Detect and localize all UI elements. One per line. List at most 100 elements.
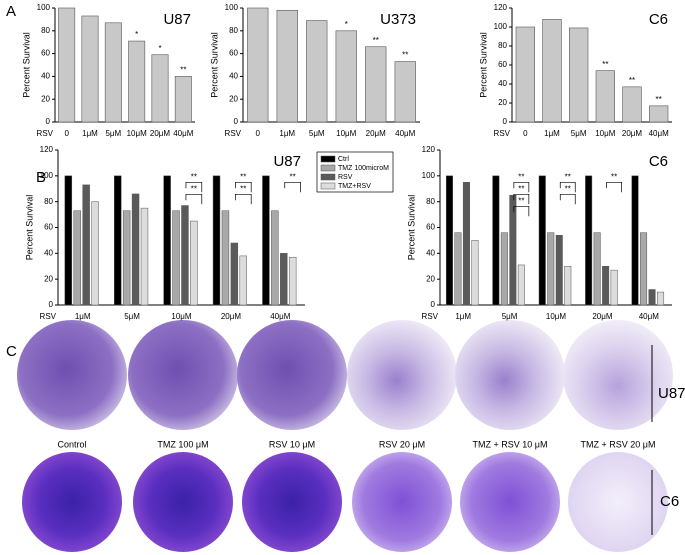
- x-tick-label: 40μM: [649, 129, 670, 138]
- y-tick-label: 40: [41, 72, 50, 81]
- significance: **: [565, 172, 571, 181]
- plate-image: [455, 320, 565, 430]
- plates: Control TMZ 100 μM RSV 10 μM RSV 20 μM T…: [17, 320, 685, 552]
- cell-line-label: U87: [658, 385, 685, 402]
- y-tick-label: 60: [229, 49, 238, 58]
- x-tick-label: 20μM: [150, 129, 171, 138]
- y-tick-label: 120: [494, 3, 508, 12]
- chart-title: U87: [273, 153, 301, 170]
- bar: [212, 175, 221, 306]
- significance: **: [565, 184, 571, 193]
- condition-label: TMZ + RSV 10 μM: [473, 439, 548, 449]
- significance: **: [191, 184, 197, 193]
- bar: [555, 235, 563, 306]
- plate-image: [22, 452, 122, 552]
- bar: [64, 175, 73, 306]
- significance: **: [290, 172, 296, 181]
- bracket: [606, 181, 622, 193]
- y-tick-label: 80: [229, 26, 238, 35]
- bar: [131, 193, 140, 306]
- x-tick-label: 5μM: [124, 312, 140, 321]
- bar: [306, 20, 328, 123]
- x-tick-label: 40μM: [173, 129, 194, 138]
- significance: **: [180, 66, 186, 75]
- legend-swatch: [320, 155, 336, 163]
- x-tick-label: 40μM: [639, 312, 660, 321]
- significance: **: [402, 51, 408, 60]
- bar: [122, 210, 131, 306]
- bar: [445, 175, 453, 306]
- y-tick-label: 60: [426, 223, 435, 232]
- bar: [190, 220, 198, 306]
- bar: [648, 289, 656, 306]
- x-tick-label: 5μM: [105, 129, 121, 138]
- bar: [82, 184, 90, 306]
- y-tick-label: 20: [229, 94, 238, 103]
- y-tick-label: 100: [37, 3, 51, 12]
- x-tick-label: 40μM: [270, 312, 291, 321]
- bar: [114, 175, 122, 306]
- significance: **: [611, 172, 617, 181]
- x-tick-label: 1μM: [82, 129, 98, 138]
- y-tick-label: 20: [44, 274, 53, 283]
- bracket: [513, 181, 530, 193]
- plate-image: [568, 452, 668, 552]
- y-axis-label: Percent Survival: [24, 195, 34, 261]
- chart-title: U87: [163, 11, 191, 28]
- y-tick-label: 0: [503, 117, 508, 126]
- y-tick-label: 100: [494, 22, 508, 31]
- y-tick-label: 20: [498, 98, 507, 107]
- bar: [181, 205, 189, 306]
- significance: **: [518, 172, 524, 181]
- bar: [221, 210, 230, 306]
- x-axis-label: RSV: [40, 312, 57, 321]
- y-tick-label: 60: [44, 223, 53, 232]
- significance: **: [240, 172, 246, 181]
- plate-image: [563, 320, 673, 430]
- significance: *: [135, 30, 138, 39]
- plate-image: [347, 320, 457, 430]
- bar: [230, 242, 239, 306]
- y-tick-label: 20: [41, 94, 50, 103]
- x-tick-label: 10μM: [546, 312, 567, 321]
- bar: [174, 76, 192, 123]
- x-tick-label: 1μM: [544, 129, 560, 138]
- x-tick-label: 20μM: [592, 312, 613, 321]
- legend-swatch: [320, 164, 336, 172]
- plate-image: [352, 452, 452, 552]
- bar: [81, 15, 99, 123]
- bar: [151, 54, 169, 123]
- significance: **: [602, 60, 608, 69]
- significance: *: [158, 44, 161, 53]
- legend-swatch: [320, 182, 336, 190]
- x-tick-label: 5μM: [309, 129, 325, 138]
- bar: [280, 253, 288, 306]
- bar: [276, 9, 298, 123]
- bar: [593, 232, 601, 306]
- y-tick-label: 100: [422, 171, 436, 180]
- bar: [239, 255, 247, 306]
- bar: [163, 175, 171, 306]
- x-tick-label: 10μM: [171, 312, 192, 321]
- bar: [58, 7, 76, 123]
- condition-label: Control: [57, 439, 86, 449]
- x-tick-label: 40μM: [395, 129, 416, 138]
- plate-image: [17, 320, 127, 430]
- bar: [462, 182, 470, 306]
- bar: [517, 264, 525, 306]
- y-tick-label: 80: [498, 41, 507, 50]
- y-tick-label: 100: [225, 3, 239, 12]
- bar: [564, 266, 572, 306]
- bracket: [185, 193, 203, 205]
- bracket: [235, 193, 252, 205]
- plate-image: [460, 452, 560, 552]
- significance: **: [656, 95, 662, 104]
- bar: [649, 105, 669, 123]
- bracket: [559, 181, 576, 193]
- y-tick-label: 100: [40, 171, 54, 180]
- x-tick-label: 1μM: [455, 312, 471, 321]
- significance: **: [518, 184, 524, 193]
- plate-image: [242, 452, 342, 552]
- significance: *: [345, 20, 348, 29]
- y-tick-label: 0: [234, 117, 239, 126]
